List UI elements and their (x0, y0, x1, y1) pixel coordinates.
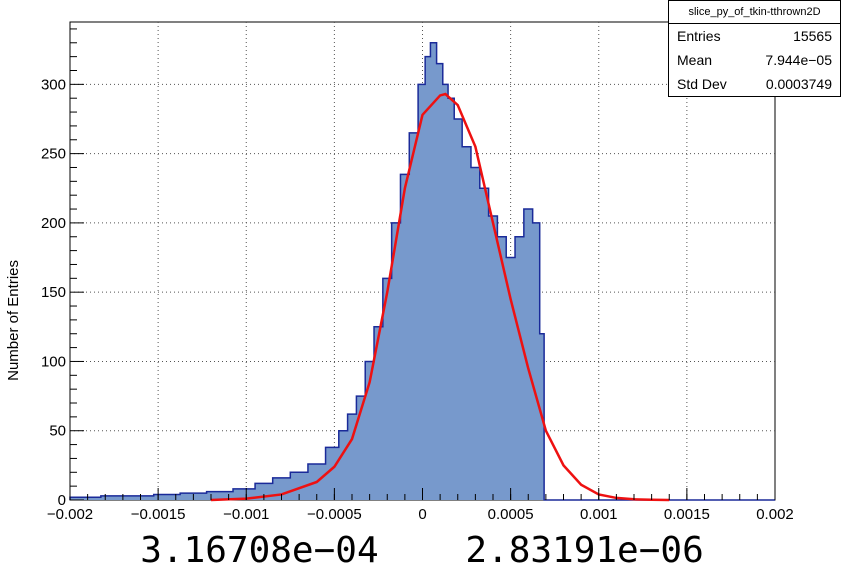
stats-row-mean: Mean 7.944e−05 (669, 48, 840, 72)
stats-row-stddev: Std Dev 0.0003749 (669, 72, 840, 96)
x-tick-label: 0.001 (580, 506, 618, 523)
y-axis-label: Number of Entries (5, 260, 22, 381)
y-tick-label: 250 (41, 146, 66, 163)
stats-row-entries: Entries 15565 (669, 24, 840, 48)
x-tick-label: −0.002 (47, 506, 93, 523)
footer-left-value: 3.16708e−04 (140, 530, 379, 571)
x-tick-label: −0.0005 (307, 506, 362, 523)
y-tick-label: 100 (41, 353, 66, 370)
x-tick-label: 0.0005 (488, 506, 534, 523)
stats-title: slice_py_of_tkin-tthrown2D (669, 1, 840, 24)
y-tick-label: 300 (41, 76, 66, 93)
x-tick-label: 0.002 (756, 506, 794, 523)
y-tick-label: 150 (41, 284, 66, 301)
y-tick-label: 200 (41, 215, 66, 232)
histogram-fill (70, 42, 775, 501)
stats-label: Std Dev (677, 76, 727, 92)
stats-label: Mean (677, 52, 713, 68)
x-tick-label: 0.0015 (664, 506, 710, 523)
stats-value: 7.944e−05 (765, 52, 832, 68)
x-tick-label: 0 (418, 506, 426, 523)
x-tick-label: −0.001 (223, 506, 269, 523)
stats-value: 0.0003749 (765, 76, 832, 92)
y-tick-label: 0 (58, 492, 66, 509)
stats-value: 15565 (793, 28, 832, 44)
y-tick-label: 50 (49, 423, 66, 440)
footer-readout: 3.16708e−04 2.83191e−06 (0, 528, 844, 574)
x-axis-ticks: −0.002 −0.0015 −0.001 −0.0005 0 0.0005 0.001 0.… (47, 488, 794, 523)
y-axis-ticks: 0 50 100 150 200 250 300 (41, 28, 84, 509)
x-tick-label: −0.0015 (131, 506, 186, 523)
stats-box: slice_py_of_tkin-tthrown2D Entries 15565… (668, 0, 841, 97)
stats-label: Entries (677, 28, 721, 44)
footer-right-value: 2.83191e−06 (465, 530, 704, 571)
